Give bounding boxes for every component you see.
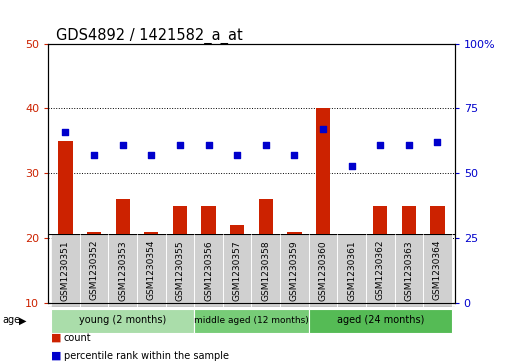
- Point: [204, 142, 212, 148]
- Text: ▶: ▶: [19, 315, 26, 325]
- Bar: [344, 251, 359, 303]
- Text: GSM1230364: GSM1230364: [433, 240, 442, 301]
- Bar: [58, 141, 73, 303]
- Bar: [309, 234, 337, 307]
- Point: [176, 142, 184, 148]
- Text: middle aged (12 months): middle aged (12 months): [194, 316, 309, 325]
- Point: [233, 152, 241, 158]
- Text: GSM1230363: GSM1230363: [404, 240, 414, 301]
- Bar: [194, 309, 309, 333]
- Text: GSM1230356: GSM1230356: [204, 240, 213, 301]
- Bar: [373, 206, 388, 303]
- Bar: [166, 234, 194, 307]
- Point: [405, 142, 413, 148]
- Point: [433, 139, 441, 145]
- Point: [90, 152, 98, 158]
- Point: [291, 152, 299, 158]
- Point: [118, 142, 126, 148]
- Text: age: age: [3, 315, 21, 325]
- Point: [347, 163, 356, 168]
- Text: GSM1230357: GSM1230357: [233, 240, 242, 301]
- Text: GSM1230358: GSM1230358: [261, 240, 270, 301]
- Text: ■: ■: [51, 333, 61, 343]
- Bar: [51, 309, 194, 333]
- Bar: [87, 232, 101, 303]
- Point: [147, 152, 155, 158]
- Text: GSM1230351: GSM1230351: [61, 240, 70, 301]
- Text: percentile rank within the sample: percentile rank within the sample: [64, 351, 229, 360]
- Bar: [309, 309, 452, 333]
- Text: young (2 months): young (2 months): [79, 315, 166, 325]
- Bar: [80, 234, 108, 307]
- Bar: [108, 234, 137, 307]
- Text: GDS4892 / 1421582_a_at: GDS4892 / 1421582_a_at: [56, 27, 243, 44]
- Bar: [173, 206, 187, 303]
- Text: GSM1230352: GSM1230352: [89, 240, 99, 301]
- Text: GSM1230355: GSM1230355: [175, 240, 184, 301]
- Bar: [223, 234, 251, 307]
- Bar: [337, 234, 366, 307]
- Bar: [115, 199, 130, 303]
- Bar: [316, 109, 330, 303]
- Point: [319, 126, 327, 132]
- Bar: [366, 234, 395, 307]
- Bar: [137, 234, 166, 307]
- Text: ■: ■: [51, 351, 61, 360]
- Text: GSM1230354: GSM1230354: [147, 240, 156, 301]
- Point: [376, 142, 385, 148]
- Bar: [402, 206, 416, 303]
- Bar: [280, 234, 309, 307]
- Bar: [251, 234, 280, 307]
- Bar: [230, 225, 244, 303]
- Text: GSM1230360: GSM1230360: [319, 240, 328, 301]
- Bar: [51, 234, 80, 307]
- Bar: [395, 234, 423, 307]
- Bar: [259, 199, 273, 303]
- Text: count: count: [64, 333, 91, 343]
- Bar: [287, 232, 302, 303]
- Text: GSM1230359: GSM1230359: [290, 240, 299, 301]
- Bar: [430, 206, 444, 303]
- Bar: [201, 206, 216, 303]
- Text: aged (24 months): aged (24 months): [337, 315, 424, 325]
- Text: GSM1230361: GSM1230361: [347, 240, 356, 301]
- Text: GSM1230362: GSM1230362: [376, 240, 385, 301]
- Point: [262, 142, 270, 148]
- Bar: [423, 234, 452, 307]
- Bar: [144, 232, 158, 303]
- Point: [61, 129, 70, 135]
- Text: GSM1230353: GSM1230353: [118, 240, 127, 301]
- Bar: [194, 234, 223, 307]
